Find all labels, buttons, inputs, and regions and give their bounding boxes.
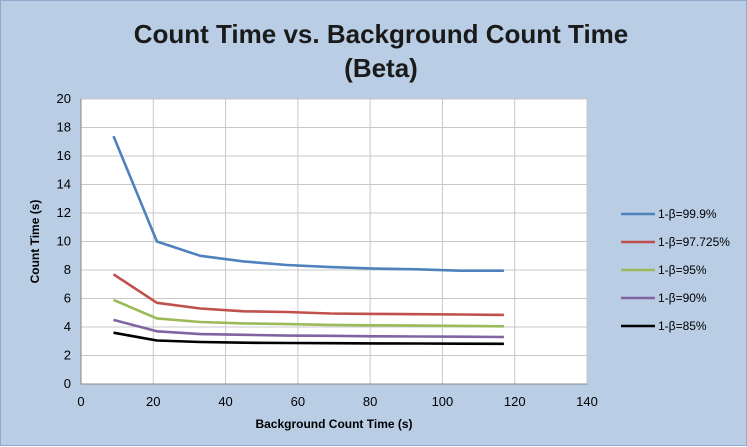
y-tick-label: 18 xyxy=(57,120,71,135)
x-tick-label: 20 xyxy=(146,394,160,409)
legend-label: 1-β=95% xyxy=(658,263,707,277)
y-tick-label: 0 xyxy=(64,376,71,391)
x-tick-label: 60 xyxy=(291,394,305,409)
x-tick-label: 80 xyxy=(363,394,377,409)
y-tick-label: 14 xyxy=(57,177,71,192)
y-tick-label: 20 xyxy=(57,91,71,106)
y-axis-title: Count Time (s) xyxy=(28,200,42,284)
y-tick-label: 6 xyxy=(64,291,71,306)
series-line-2 xyxy=(112,273,504,317)
legend-label: 1-β=85% xyxy=(658,319,707,333)
x-tick-label: 100 xyxy=(432,394,454,409)
y-tick-label: 8 xyxy=(64,262,71,277)
y-tick-label: 4 xyxy=(64,319,71,334)
legend-label: 1-β=97.725% xyxy=(658,235,730,249)
y-tick-label: 16 xyxy=(57,148,71,163)
y-tick-label: 10 xyxy=(57,234,71,249)
x-tick-label: 140 xyxy=(576,394,598,409)
legend-label: 1-β=99.9% xyxy=(658,207,717,221)
x-axis-title: Background Count Time (s) xyxy=(255,417,412,431)
chart-subtitle: (Beta) xyxy=(344,53,418,83)
series-line-3 xyxy=(112,298,504,328)
x-tick-label: 40 xyxy=(218,394,232,409)
y-tick-label: 12 xyxy=(57,205,71,220)
x-tick-label: 120 xyxy=(504,394,526,409)
x-tick-label: 0 xyxy=(77,394,84,409)
series-line-1 xyxy=(112,135,504,273)
series-line-5 xyxy=(113,331,504,346)
series-line-4 xyxy=(113,318,504,339)
chart-title: Count Time vs. Background Count Time xyxy=(133,19,629,49)
legend-label: 1-β=90% xyxy=(658,291,707,305)
y-tick-label: 2 xyxy=(64,348,71,363)
